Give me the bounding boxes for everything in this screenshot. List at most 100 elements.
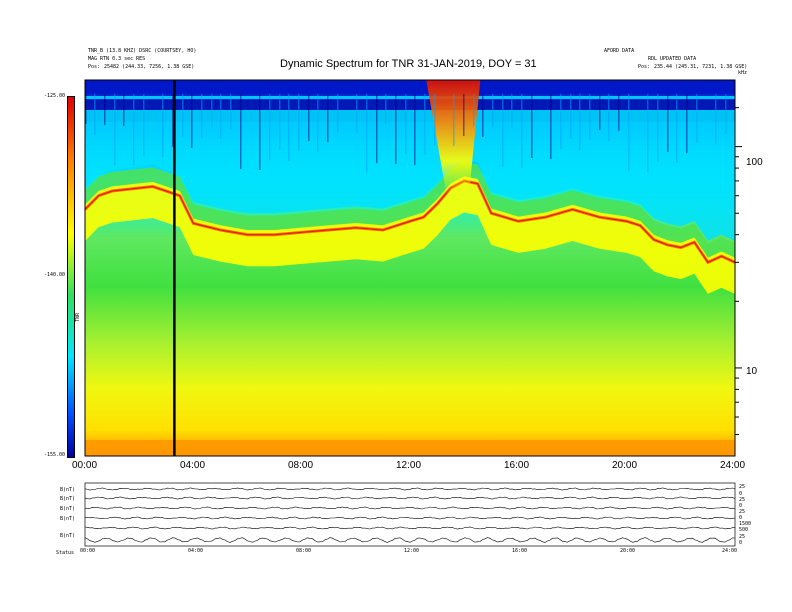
header-right-line2: RDL UPDATED DATA <box>648 56 697 62</box>
spectral-streak <box>317 94 319 152</box>
spectral-streak <box>667 94 669 152</box>
spectral-streak <box>511 94 513 128</box>
spectral-streak <box>570 94 572 139</box>
spectral-streak <box>356 94 358 133</box>
spectral-streak <box>560 94 562 149</box>
panel-trace <box>84 526 735 530</box>
spectral-streak <box>269 94 271 160</box>
spectral-streak <box>599 94 601 130</box>
panel-rtick-3b: 0 <box>739 515 743 521</box>
panel-trace <box>84 537 736 543</box>
spectral-streak <box>230 94 232 129</box>
spectral-streak <box>327 94 329 142</box>
spectral-streak <box>240 94 242 169</box>
spectral-streak <box>211 94 213 128</box>
spectral-streak <box>172 94 174 147</box>
panel-label-2: B(nT) <box>60 496 76 502</box>
spectral-streak <box>85 94 87 124</box>
plasma-line-core <box>85 180 735 264</box>
panel-rtick-4b: 500 <box>739 527 749 533</box>
panel-xtick-0: 00:00 <box>80 548 96 554</box>
colorbar-tick-bottom: -155.00 <box>44 452 66 458</box>
y-tick-100: 100 <box>746 157 763 168</box>
spectral-streak <box>288 94 290 161</box>
spectral-streak <box>676 94 678 163</box>
panel-rtick-5b: 0 <box>739 540 743 546</box>
spectral-streak <box>220 94 222 139</box>
spectral-streak <box>725 94 727 134</box>
panel-rtick-1b: 0 <box>739 491 743 497</box>
spectral-streak <box>424 94 426 155</box>
spectral-streak <box>298 94 300 151</box>
panel-trace <box>85 516 735 520</box>
spectral-streak <box>715 94 717 144</box>
spectral-streak <box>492 94 494 127</box>
spectral-streak <box>104 94 106 125</box>
spectral-streak <box>531 94 533 158</box>
panel-xtick-4: 16:00 <box>512 548 528 554</box>
panel-xtick-5: 20:00 <box>620 548 636 554</box>
panel-xtick-3: 12:00 <box>404 548 420 554</box>
spectral-streak <box>308 94 310 141</box>
header-right-pos-value: 235.44 (245.31, 7231, 1.38 GSE) <box>654 64 748 70</box>
x-tick-3: 12:00 <box>396 460 422 471</box>
x-tick-2: 08:00 <box>288 460 314 471</box>
spectral-streak <box>434 94 436 145</box>
panel-label-5: B(nT) <box>60 533 76 539</box>
panel-trace <box>84 506 736 510</box>
colorbar-tick-top: -125.00 <box>44 93 66 99</box>
y-tick-10: 10 <box>746 366 758 377</box>
header-right-pos-label: Pos: <box>638 64 651 70</box>
spectral-streak <box>191 94 193 148</box>
panel-xtick-6: 24:00 <box>722 548 738 554</box>
spectral-streak <box>482 94 484 137</box>
spectral-streak <box>463 94 465 136</box>
spectral-streak <box>618 94 620 131</box>
x-tick-5: 20:00 <box>612 460 638 471</box>
header-right-line1: AFORD DATA <box>604 48 635 54</box>
panel-label-3: B(nT) <box>60 506 76 512</box>
spectral-streak <box>123 94 125 126</box>
panel-rtick-1a: 25 <box>739 484 746 490</box>
spectral-streak <box>385 94 387 124</box>
spectral-streak <box>589 94 591 140</box>
x-tick-4: 16:00 <box>504 460 530 471</box>
x-tick-0: 00:00 <box>72 460 98 471</box>
panel-trace <box>84 496 736 500</box>
header-left-pos-label: Pos: <box>88 64 101 70</box>
header-left-pos-value: 25482 (244.33, 7256, 1.38 GSE) <box>104 64 195 70</box>
green-upper-band <box>85 161 735 259</box>
spectral-streak <box>686 94 688 153</box>
x-tick-6: 24:00 <box>720 460 746 471</box>
spectral-streak <box>414 94 416 165</box>
yellow-band <box>85 176 735 294</box>
panel-rtick-2a: 25 <box>739 497 746 503</box>
spectral-streak <box>453 94 455 146</box>
colorbar <box>67 96 75 458</box>
panel-footer-label: Status <box>56 550 75 556</box>
panel-xtick-1: 04:00 <box>188 548 204 554</box>
spectral-streak <box>647 94 649 172</box>
panel-rtick-3a: 25 <box>739 509 746 515</box>
cyan-region <box>85 110 735 241</box>
chart-title: Dynamic Spectrum for TNR 31-JAN-2019, DO… <box>280 58 537 70</box>
spectral-streak <box>473 94 475 126</box>
spectral-streak <box>259 94 261 170</box>
spectral-streak <box>608 94 610 141</box>
panel-label-1: B(nT) <box>60 487 76 493</box>
spectral-streak <box>579 94 581 150</box>
spectral-streak <box>376 94 378 163</box>
spectral-streak <box>337 94 339 132</box>
spectral-streak <box>94 94 96 135</box>
x-tick-1: 04:00 <box>180 460 206 471</box>
spectral-streak <box>279 94 281 150</box>
panel-xtick-2: 08:00 <box>296 548 312 554</box>
freq-unit-label: kHz <box>738 70 748 76</box>
spectral-streak <box>143 94 145 156</box>
spectral-streak <box>521 94 523 168</box>
spectral-streak <box>395 94 397 164</box>
spectral-streak <box>628 94 630 171</box>
spectral-streak <box>114 94 116 165</box>
